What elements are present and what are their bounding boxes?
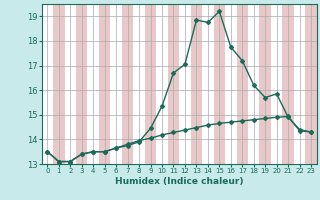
Bar: [99, 4, 110, 164]
Bar: [191, 4, 202, 164]
Bar: [65, 4, 76, 164]
Bar: [87, 4, 99, 164]
Bar: [294, 4, 305, 164]
Bar: [214, 4, 225, 164]
X-axis label: Humidex (Indice chaleur): Humidex (Indice chaleur): [115, 177, 244, 186]
Bar: [248, 4, 260, 164]
Bar: [179, 4, 191, 164]
Bar: [271, 4, 282, 164]
Bar: [145, 4, 156, 164]
Bar: [133, 4, 145, 164]
Bar: [225, 4, 236, 164]
Bar: [76, 4, 87, 164]
Bar: [260, 4, 271, 164]
Bar: [168, 4, 179, 164]
Bar: [236, 4, 248, 164]
Bar: [202, 4, 214, 164]
Bar: [305, 4, 317, 164]
Bar: [42, 4, 53, 164]
Bar: [282, 4, 294, 164]
Bar: [53, 4, 65, 164]
Bar: [110, 4, 122, 164]
Bar: [156, 4, 168, 164]
Bar: [122, 4, 133, 164]
